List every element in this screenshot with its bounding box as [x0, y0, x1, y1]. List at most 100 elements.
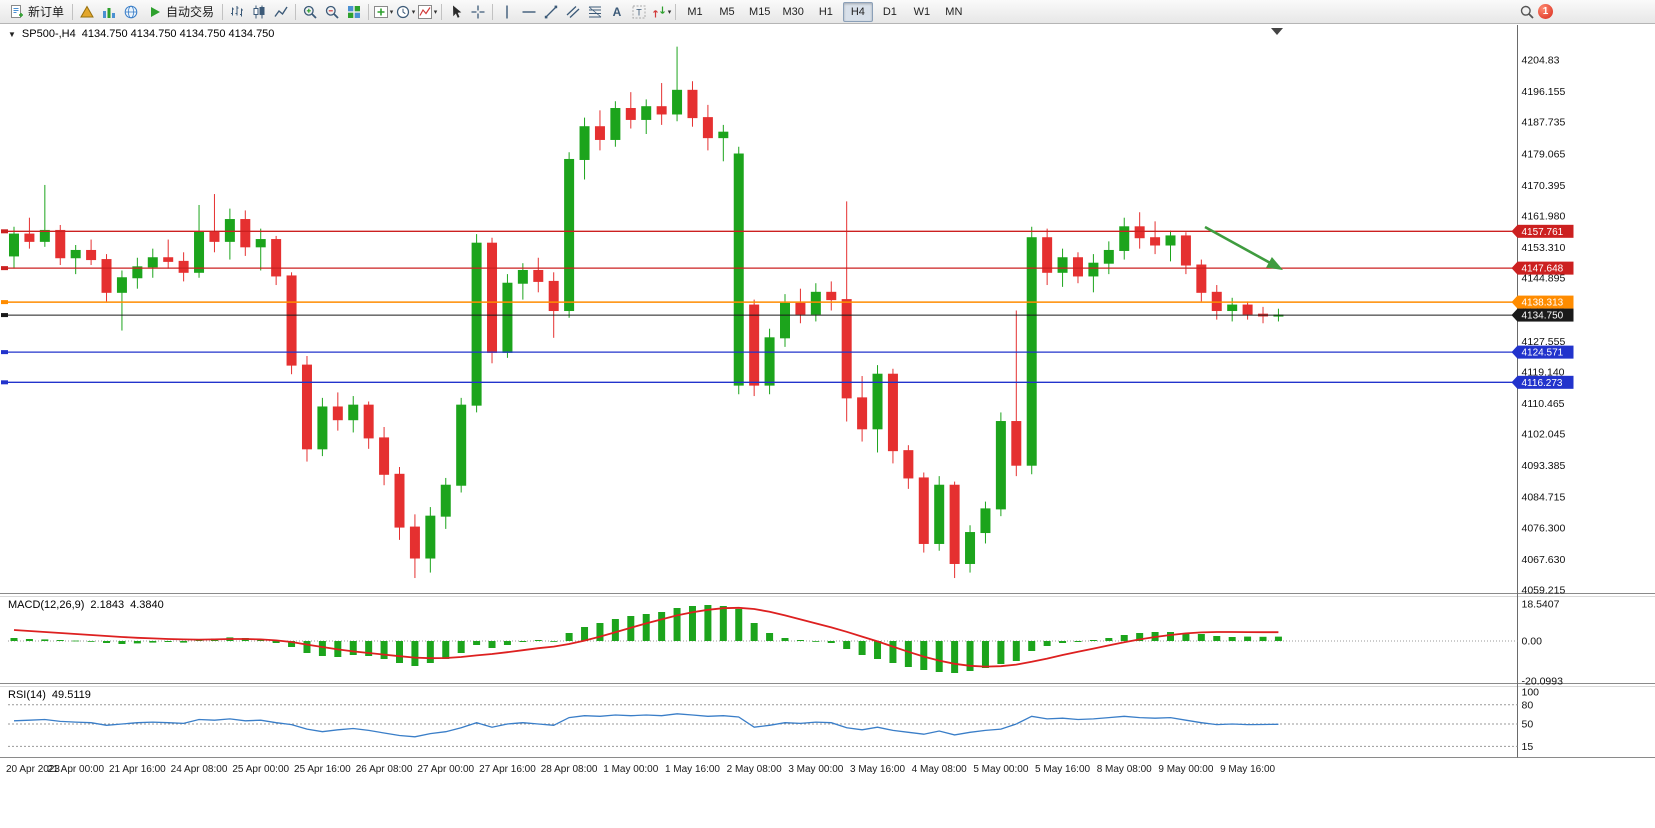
- trend-arrow-annotation[interactable]: [1204, 225, 1283, 270]
- timeframe-mn-button[interactable]: MN: [945, 5, 963, 18]
- timeframe-m1-button[interactable]: M1: [687, 5, 703, 18]
- timeframe-m5-button[interactable]: M5: [719, 5, 735, 18]
- one-click-trading-expander[interactable]: ▼: [8, 30, 16, 39]
- time-axis-label: 3 May 16:00: [850, 764, 905, 775]
- candle-body: [1088, 262, 1099, 277]
- price-axis-label: 4059.215: [1522, 584, 1566, 596]
- timeframe-m30-button[interactable]: M30: [782, 5, 804, 18]
- vertical-line-icon[interactable]: [496, 2, 518, 22]
- candle-body: [841, 299, 852, 399]
- zoom-in-icon[interactable]: [299, 2, 321, 22]
- market-watch-icon[interactable]: [98, 2, 120, 22]
- macd-value-main: 2.1843: [90, 599, 125, 611]
- new-chart-icon[interactable]: ▾: [372, 2, 394, 22]
- candle-body: [379, 437, 390, 475]
- candle-body: [1026, 237, 1037, 466]
- notification-badge[interactable]: 1: [1538, 4, 1553, 19]
- timeframe-w1-button[interactable]: W1: [913, 5, 931, 18]
- candle-body: [55, 229, 66, 259]
- rsi-axis-label: 15: [1522, 741, 1534, 753]
- cursor-icon: [448, 4, 464, 20]
- candle-body: [810, 291, 821, 315]
- channel-icon[interactable]: [562, 2, 584, 22]
- autotrading-button-label: 自动交易: [166, 5, 215, 19]
- autotrading-button[interactable]: 自动交易: [142, 2, 219, 22]
- chart-shift-marker-icon[interactable]: [1271, 28, 1283, 35]
- timeframe-m15-button[interactable]: M15: [749, 5, 771, 18]
- time-axis-label: 5 May 00:00: [973, 764, 1028, 775]
- candle-body: [240, 219, 251, 248]
- line-chart-mode-icon[interactable]: [270, 2, 292, 22]
- candle-body: [116, 277, 127, 293]
- candle-body: [672, 89, 683, 115]
- time-axis-label: 20 Apr 2023: [6, 764, 60, 775]
- rsi-axis-label: 100: [1522, 687, 1540, 699]
- candle-body: [9, 233, 19, 257]
- price-axis-label: 4196.155: [1522, 86, 1566, 98]
- timeframe-h4-button[interactable]: H4: [842, 1, 873, 22]
- textT-icon: T: [631, 4, 647, 20]
- candle-body: [625, 108, 636, 120]
- navigator-icon[interactable]: [120, 2, 142, 22]
- candle-body: [1072, 257, 1083, 277]
- price-tag-notch: [1511, 345, 1518, 359]
- cursor-icon[interactable]: [445, 2, 467, 22]
- toolbar-separator: [368, 3, 370, 20]
- price-axis-label: 4204.83: [1522, 55, 1560, 67]
- price-tag: [1517, 308, 1574, 322]
- candle-body: [487, 242, 498, 353]
- candle-body: [564, 158, 575, 312]
- indicators-icon[interactable]: ▾: [416, 2, 438, 22]
- macd-axis-label: -20.0993: [1522, 676, 1564, 688]
- candle-body: [1180, 235, 1191, 266]
- svg-text:T: T: [636, 7, 642, 17]
- candle-body: [70, 249, 81, 259]
- profiles-icon[interactable]: ▾: [394, 2, 416, 22]
- price-tag-label: 4138.313: [1522, 298, 1564, 309]
- chart-symbol-period: SP500-,H4: [21, 28, 76, 40]
- candle-body: [440, 484, 451, 517]
- line-left-marker: [1, 350, 8, 355]
- search-icon[interactable]: [1516, 2, 1538, 22]
- bar-chart-mode-icon[interactable]: [226, 2, 248, 22]
- candle-body: [194, 231, 205, 273]
- trendline-icon[interactable]: [540, 2, 562, 22]
- arrows-tool-icon[interactable]: ▾: [650, 2, 672, 22]
- horizontal-line-icon[interactable]: [518, 2, 540, 22]
- candle-body: [502, 282, 513, 353]
- line-left-marker: [1, 266, 8, 271]
- dropdown-caret-icon: ▾: [389, 8, 394, 16]
- new-order-button[interactable]: 新订单: [4, 2, 69, 22]
- chart-header: ▼ SP500-,H4 4134.750 4134.750 4134.750 4…: [8, 28, 274, 40]
- candle-body: [965, 532, 976, 564]
- toolbar-separator: [72, 3, 74, 20]
- timeframe-d1-button[interactable]: D1: [882, 5, 897, 18]
- price-tag-label: 4124.571: [1522, 348, 1564, 359]
- candle-body: [872, 373, 883, 430]
- candle-body: [348, 404, 359, 421]
- crosshair-icon[interactable]: [467, 2, 489, 22]
- text-tool-icon[interactable]: A: [606, 2, 628, 22]
- candle-body: [1119, 226, 1130, 251]
- candle-body: [101, 259, 112, 293]
- rsi-axis-label: 50: [1522, 719, 1534, 731]
- label-tool-icon[interactable]: T: [628, 2, 650, 22]
- metaeditor-icon[interactable]: [76, 2, 98, 22]
- zoom-out-icon[interactable]: [321, 2, 343, 22]
- tile-windows-icon[interactable]: [343, 2, 365, 22]
- time-axis-label: 3 May 00:00: [788, 764, 843, 775]
- macd-axis-label: 0.00: [1522, 636, 1543, 648]
- candle-body: [86, 249, 97, 261]
- fibonacci-icon[interactable]: [584, 2, 606, 22]
- rsi-title: RSI(14): [8, 689, 46, 701]
- candlestick-mode-icon[interactable]: [248, 2, 270, 22]
- toolbar: 新订单 自动交易 ▾ ▾ ▾ A T ▾ M1 M5 M15 M30 H1 H4 D1 W1 MN 1: [0, 0, 1655, 24]
- candle-body: [456, 404, 467, 486]
- new-order-button-label: 新订单: [28, 5, 65, 19]
- candle-body: [271, 239, 282, 277]
- timeframe-h1-button[interactable]: H1: [818, 5, 833, 18]
- textA-icon: A: [609, 4, 625, 20]
- toolbar-separator: [675, 3, 677, 20]
